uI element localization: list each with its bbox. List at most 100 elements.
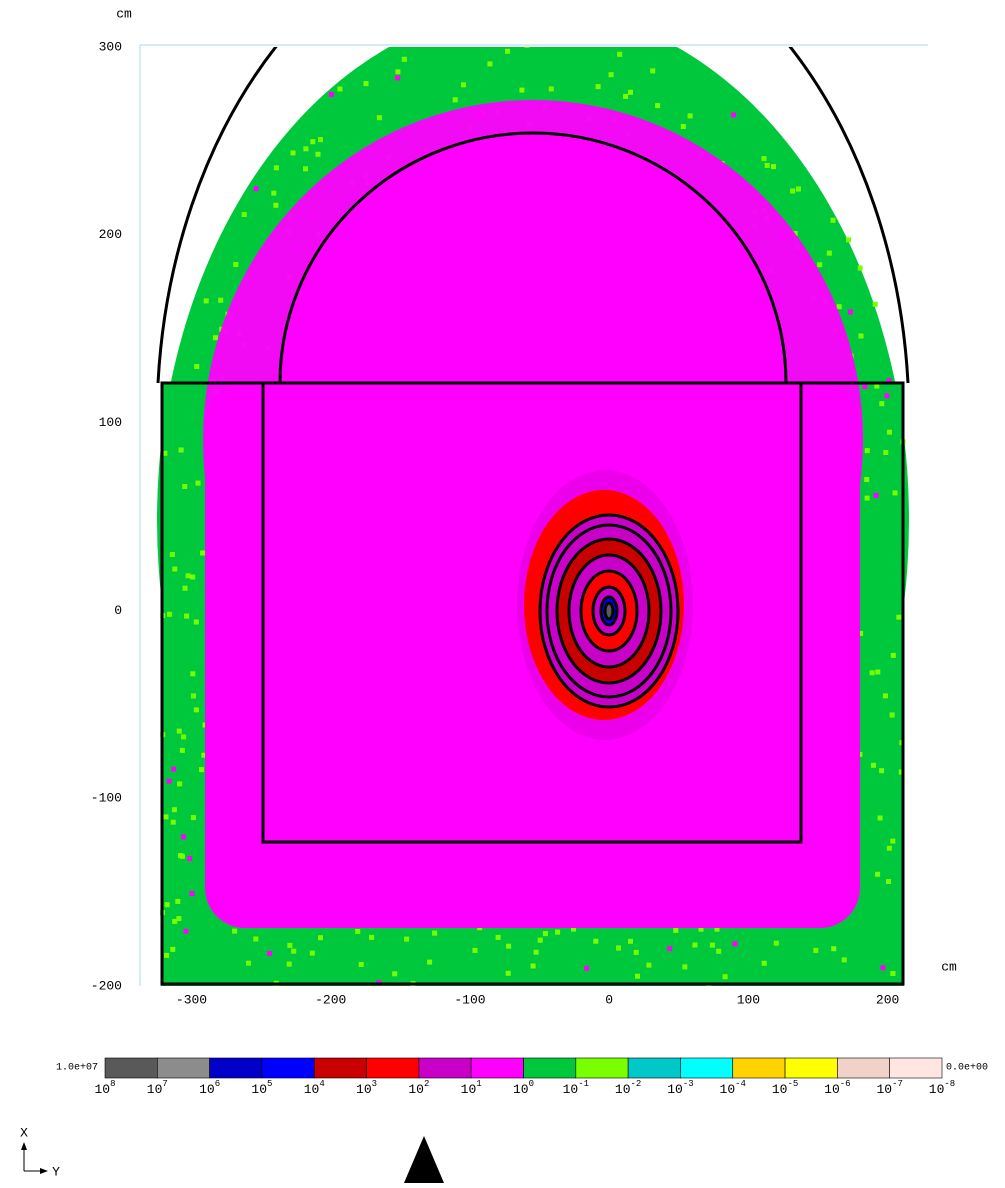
texture [172,918,178,924]
ring [603,601,615,621]
texture [171,766,177,772]
x-tick-label: 0 [605,992,613,1007]
texture [303,166,308,172]
texture [880,965,886,971]
texture [172,566,178,572]
texture [246,960,251,966]
colorbar-tick-label: 10-1 [563,1079,589,1097]
texture [687,113,693,119]
texture [519,87,525,93]
texture [185,573,191,579]
colorbar-exponent: 6 [215,1079,220,1089]
orientation-up: X [20,1125,28,1140]
colorbar-cell [889,1057,943,1079]
colorbar-min-label: 0.0e+00 [946,1063,988,1074]
colorbar-cell [523,1057,577,1079]
texture [183,928,189,934]
texture [716,948,722,954]
texture [872,301,878,307]
y-tick-label: -200 [91,978,122,993]
texture [524,47,530,48]
texture [847,309,853,315]
colorbar-cell [470,1057,524,1079]
texture [286,961,292,967]
texture [831,946,837,952]
texture [875,669,881,675]
texture [555,929,561,935]
colorbar-base: 10 [563,1082,579,1097]
orientation-indicator: X Y [20,1125,60,1179]
texture [886,879,891,884]
colorbar-tick-label: 102 [408,1079,429,1097]
colorbar-exponent: 3 [372,1079,377,1089]
y-tick-label: 100 [99,415,122,430]
colorbar-tick-label: 10-2 [615,1079,641,1097]
colorbar-exponent: -2 [631,1079,642,1089]
texture [171,807,177,813]
colorbar-cell [261,1057,315,1079]
y-tick-label: 0 [114,603,122,618]
texture [633,949,639,955]
texture [182,585,188,591]
texture [193,619,199,625]
texture [761,960,767,966]
texture [179,747,185,753]
texture [813,947,819,953]
texture [167,611,173,617]
texture [177,781,183,787]
pointer [404,1136,444,1183]
texture [655,103,661,109]
texture [201,752,207,758]
texture [883,450,889,455]
colorbar-base: 10 [94,1082,110,1097]
texture [487,61,493,67]
texture [628,89,633,95]
colorbar-tick-label: 107 [147,1079,168,1097]
texture [187,856,193,861]
texture [170,819,176,825]
x-tick-label: -200 [315,992,346,1007]
colorbar-cell [418,1057,472,1079]
texture [212,335,218,341]
colorbar-cell [627,1057,681,1079]
colorbar-base: 10 [461,1082,477,1097]
texture [401,56,407,62]
texture [190,574,196,580]
texture [533,949,539,955]
texture [337,86,343,92]
axis-arrow [40,1168,48,1174]
texture [315,151,321,157]
texture [166,778,172,784]
colorbar-tick-label: 101 [461,1079,482,1097]
texture [692,942,698,948]
texture [164,952,170,958]
texture [858,630,864,636]
texture [233,262,239,267]
texture [864,495,870,501]
colorbar-exponent: 5 [267,1079,272,1089]
texture [873,493,879,498]
texture [291,948,297,954]
texture [846,237,851,243]
colorbar-cell [732,1057,786,1079]
texture [395,75,401,81]
outline [156,47,910,384]
texture [680,124,686,129]
texture [169,552,175,557]
texture [862,384,868,390]
texture [199,767,204,773]
texture [886,845,892,851]
texture [616,945,621,951]
texture [162,450,168,456]
texture [200,550,206,556]
texture [203,298,209,304]
plot-area [156,47,910,986]
axis-arrow [21,1142,27,1150]
texture [874,383,880,389]
texture [175,898,181,904]
colorbar-cell [366,1057,420,1079]
texture [303,146,309,152]
texture [764,163,770,168]
outline [278,131,788,384]
texture [358,962,364,967]
